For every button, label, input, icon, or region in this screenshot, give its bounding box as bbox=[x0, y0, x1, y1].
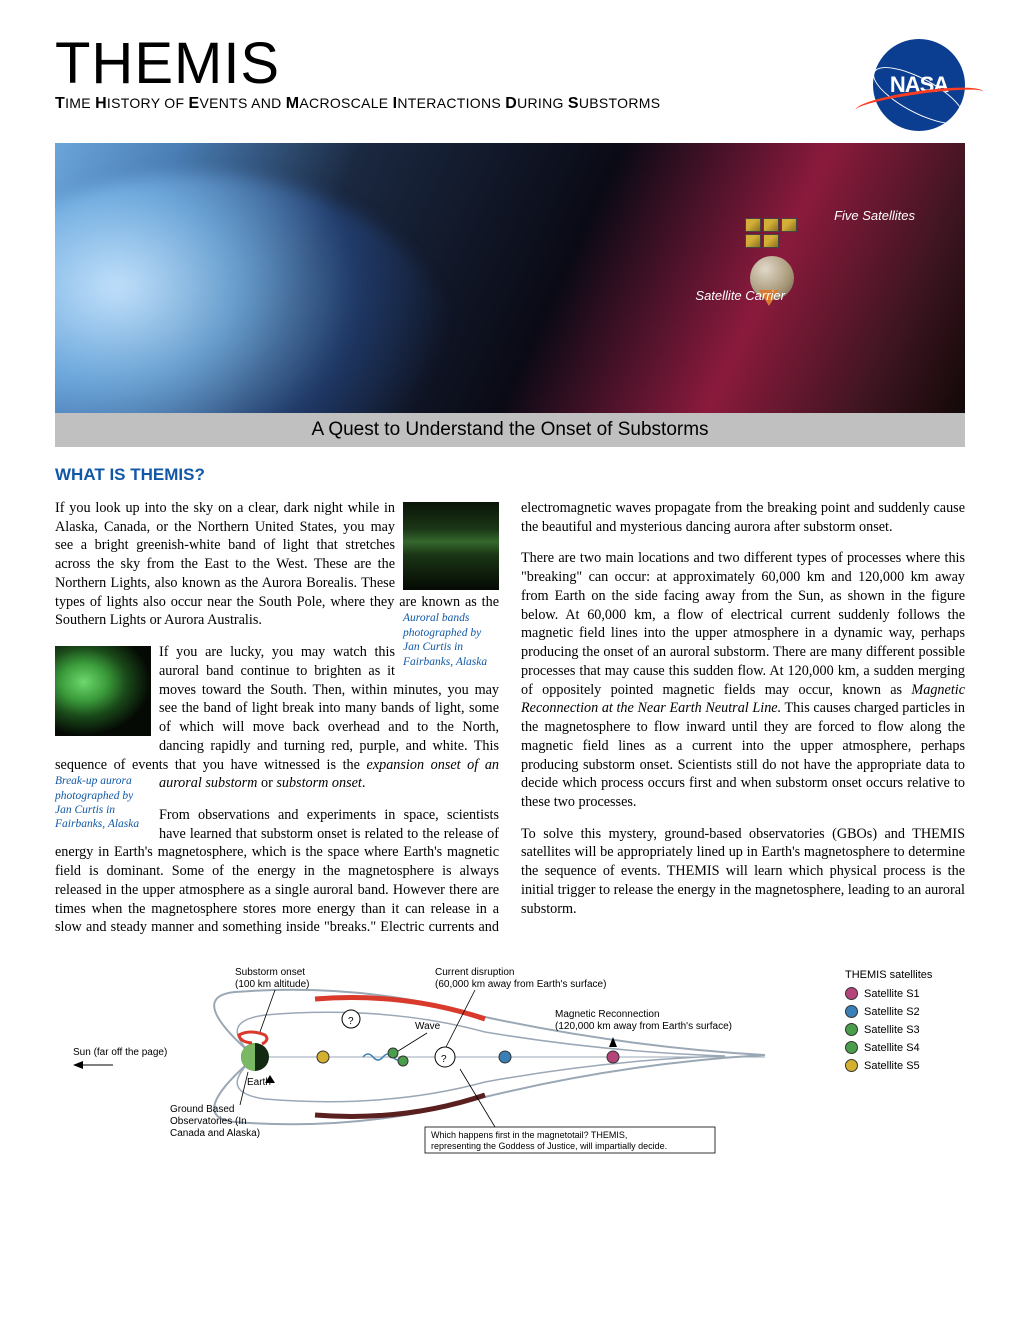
legend-label: Satellite S2 bbox=[864, 1006, 920, 1018]
magnetosphere-diagram: Sun (far off the page) Earth Substorm on… bbox=[55, 957, 965, 1157]
gbo-label2: Observatories (In bbox=[170, 1116, 247, 1127]
diagram-legend: THEMIS satellites Satellite S1 Satellite … bbox=[845, 957, 965, 1077]
question-label1: Which happens first in the magnetotail? … bbox=[431, 1130, 627, 1140]
current-disruption-label: Current disruption bbox=[435, 967, 514, 978]
legend-row: Satellite S5 bbox=[845, 1059, 965, 1072]
mag-recon-label: Magnetic Reconnection bbox=[555, 1009, 660, 1020]
label-satellite-carrier: Satellite Carrier bbox=[695, 288, 785, 303]
gbo-label3: Canada and Alaska) bbox=[170, 1128, 260, 1139]
legend-label: Satellite S4 bbox=[864, 1042, 920, 1054]
legend-row: Satellite S1 bbox=[845, 987, 965, 1000]
legend-label: Satellite S5 bbox=[864, 1060, 920, 1072]
svg-text:?: ? bbox=[441, 1054, 447, 1065]
body-content: If you look up into the sky on a clear, … bbox=[55, 499, 965, 937]
wave-label: Wave bbox=[415, 1021, 441, 1032]
subtitle: TIME HISTORY OF EVENTS AND MACROSCALE IN… bbox=[55, 95, 873, 113]
banner-caption: A Quest to Understand the Onset of Subst… bbox=[55, 413, 965, 447]
breakup-aurora-caption: Break-up aurora photographed by Jan Curt… bbox=[55, 774, 151, 832]
banner-image: Five Satellites Satellite Carrier bbox=[55, 143, 965, 413]
current-disruption-label2: (60,000 km away from Earth's surface) bbox=[435, 979, 606, 990]
header: THEMIS TIME HISTORY OF EVENTS AND MACROS… bbox=[55, 35, 965, 131]
legend-dot bbox=[845, 1041, 858, 1054]
legend-dot bbox=[845, 987, 858, 1000]
legend-row: Satellite S2 bbox=[845, 1005, 965, 1018]
paragraph-1: If you look up into the sky on a clear, … bbox=[55, 499, 499, 630]
substorm-onset-label2: (100 km altitude) bbox=[235, 979, 309, 990]
title-block: THEMIS TIME HISTORY OF EVENTS AND MACROS… bbox=[55, 35, 873, 113]
legend-dot bbox=[845, 1059, 858, 1072]
legend-row: Satellite S4 bbox=[845, 1041, 965, 1054]
legend-title: THEMIS satellites bbox=[845, 969, 965, 981]
gbo-label1: Ground Based bbox=[170, 1104, 235, 1115]
legend-dot bbox=[845, 1023, 858, 1036]
svg-text:?: ? bbox=[348, 1016, 354, 1027]
auroral-bands-image bbox=[403, 502, 499, 590]
auroral-bands-caption: Auroral bands photographed by Jan Curtis… bbox=[403, 611, 499, 669]
legend-label: Satellite S3 bbox=[864, 1024, 920, 1036]
nasa-logo: NASA bbox=[873, 39, 965, 131]
legend-label: Satellite S1 bbox=[864, 988, 920, 1000]
legend-row: Satellite S3 bbox=[845, 1023, 965, 1036]
paragraph-5: To solve this mystery, ground-based obse… bbox=[521, 825, 965, 919]
breakup-aurora-image bbox=[55, 646, 151, 736]
label-five-satellites: Five Satellites bbox=[834, 208, 915, 223]
legend-dot bbox=[845, 1005, 858, 1018]
paragraph-4: There are two main locations and two dif… bbox=[521, 549, 965, 811]
mag-recon-label2: (120,000 km away from Earth's surface) bbox=[555, 1021, 732, 1032]
main-title: THEMIS bbox=[55, 35, 873, 93]
substorm-onset-label: Substorm onset bbox=[235, 967, 305, 978]
sun-label: Sun (far off the page) bbox=[73, 1047, 167, 1058]
question-label2: representing the Goddess of Justice, wil… bbox=[431, 1141, 667, 1151]
section-heading: WHAT IS THEMIS? bbox=[55, 465, 965, 485]
